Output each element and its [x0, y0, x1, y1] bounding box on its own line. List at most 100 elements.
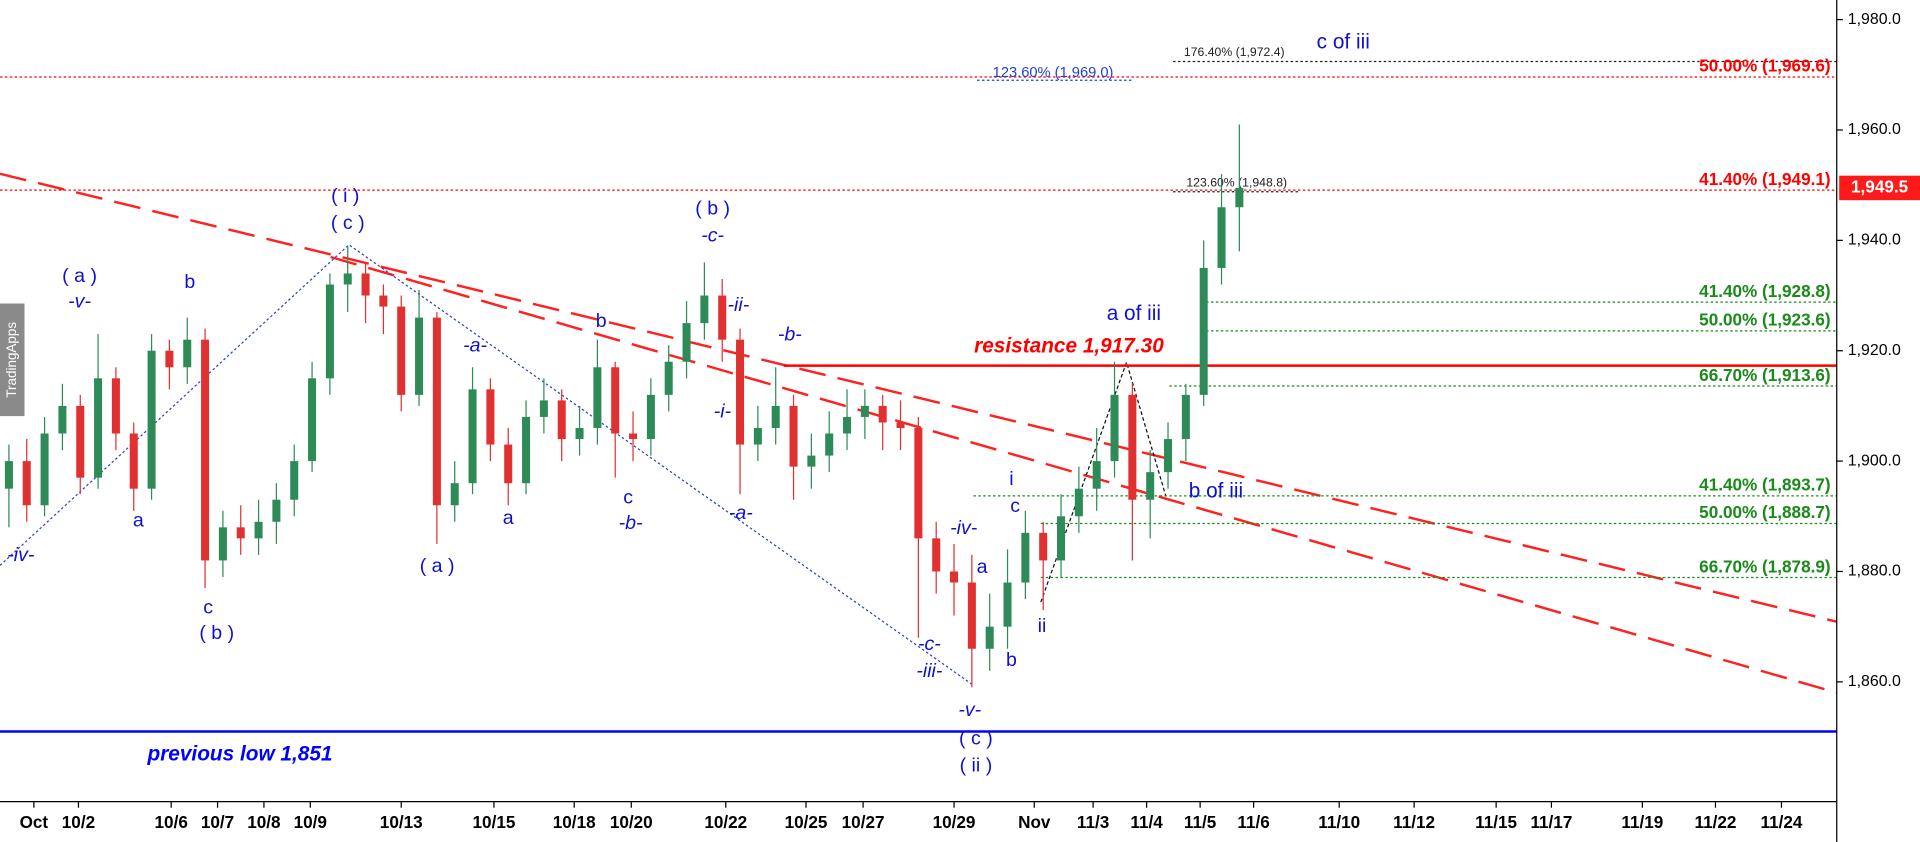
- candle-body: [736, 339, 745, 445]
- candle-body: [272, 499, 281, 522]
- candle-body: [718, 295, 727, 340]
- x-tick-label: 10/29: [933, 812, 976, 832]
- x-tick-label: 10/25: [785, 812, 828, 832]
- candle-body: [450, 483, 459, 506]
- candle-body: [950, 571, 959, 583]
- candle-body: [700, 295, 709, 324]
- wave-label: c: [203, 596, 213, 618]
- wave-line: [0, 243, 974, 686]
- y-tick-label: 1,940.0: [1848, 232, 1901, 249]
- level-label: 50.00% (1,969.6): [1699, 56, 1830, 76]
- candle-body: [753, 427, 762, 445]
- x-tick-label: 10/6: [155, 812, 188, 832]
- wave-label: -iv-: [7, 544, 35, 566]
- y-tick-label: 1,900.0: [1848, 452, 1901, 469]
- x-tick-label: 11/5: [1184, 812, 1217, 832]
- candle-body: [165, 350, 174, 368]
- wave-label: a: [503, 507, 514, 529]
- level-label: 123.60% (1,969.0): [993, 65, 1114, 81]
- candle-body: [1021, 532, 1030, 583]
- y-tick-label: 1,880.0: [1848, 563, 1901, 580]
- candle-body: [878, 405, 887, 423]
- candle-body: [522, 416, 531, 484]
- x-tick-label: 10/9: [294, 812, 327, 832]
- candle-body: [557, 400, 566, 440]
- candle-body: [486, 389, 495, 445]
- y-tick-label: 1,860.0: [1848, 673, 1901, 690]
- candle-body: [611, 367, 620, 434]
- candle-body: [1003, 582, 1012, 627]
- wave-label: ( b ): [199, 622, 234, 644]
- x-tick-label: 11/19: [1621, 812, 1663, 832]
- candle-body: [843, 416, 852, 434]
- drawing-layer: [0, 60, 1838, 733]
- x-tick-label: 10/27: [842, 812, 885, 832]
- candle-body: [1092, 461, 1101, 489]
- candle-body: [539, 400, 548, 417]
- wave-label: -iv-: [950, 517, 978, 539]
- wave-label: ( c ): [959, 727, 993, 749]
- wave-label: c of iii: [1317, 30, 1370, 53]
- last-price-tag: [1839, 175, 1920, 201]
- wave-label: ( a ): [420, 555, 455, 577]
- wave-label: ii: [1038, 615, 1047, 637]
- wave-label: ( i ): [331, 185, 359, 207]
- x-tick-label: 11/3: [1077, 812, 1109, 832]
- candle-body: [1039, 532, 1048, 561]
- level-label: 50.00% (1,923.6): [1699, 310, 1830, 330]
- candle-body: [468, 389, 477, 484]
- candle-body: [361, 273, 370, 296]
- candle-body: [985, 626, 994, 649]
- bottom-axis-bg: [0, 801, 1920, 842]
- wave-label: -iii-: [916, 660, 943, 682]
- wave-label: b of iii: [1189, 479, 1243, 502]
- candle-body: [825, 433, 834, 456]
- candle-body: [432, 317, 441, 506]
- x-tick-label: 10/8: [247, 812, 280, 832]
- x-tick-label: Oct: [20, 812, 49, 832]
- candle-body: [325, 284, 334, 379]
- candle-body: [967, 582, 976, 649]
- wave-label: a: [977, 556, 988, 578]
- y-tick-label: 1,960.0: [1848, 121, 1901, 138]
- candle-body: [860, 405, 869, 417]
- level-label: previous low 1,851: [146, 742, 332, 765]
- candle-body: [593, 367, 602, 428]
- x-tick-label: 11/17: [1530, 812, 1572, 832]
- candle-body: [1235, 187, 1244, 208]
- candle-body: [4, 461, 13, 489]
- wave-label: a: [133, 510, 144, 532]
- wave-label: b: [184, 271, 195, 293]
- candle-body: [932, 538, 941, 572]
- brand-tab[interactable]: [0, 303, 25, 417]
- brand-label: TradingApps: [4, 322, 19, 398]
- candle-body: [76, 405, 85, 478]
- candle-body: [183, 339, 192, 368]
- candle-body: [343, 273, 352, 285]
- right-axis-bg: [1836, 0, 1920, 842]
- wave-label: -b-: [619, 512, 643, 534]
- x-tick-label: 11/6: [1237, 812, 1269, 832]
- candle-body: [201, 339, 210, 561]
- wave-label: c: [1010, 495, 1020, 517]
- candle-body: [1217, 207, 1226, 268]
- candle-body: [129, 433, 138, 489]
- candle-body: [22, 461, 31, 506]
- candle-body: [1074, 488, 1083, 517]
- level-label: 66.70% (1,878.9): [1699, 556, 1830, 576]
- x-tick-label: 10/7: [201, 812, 234, 832]
- level-label: 123.60% (1,948.8): [1186, 175, 1287, 189]
- wave-label: -a-: [463, 335, 487, 357]
- candle-body: [94, 378, 103, 478]
- wave-label: -b-: [778, 324, 802, 346]
- wave-label: b: [1006, 649, 1017, 671]
- candle-body: [789, 405, 798, 467]
- wave-label: ( c ): [331, 212, 365, 234]
- candle-body: [1110, 394, 1119, 462]
- x-tick-label: 11/15: [1475, 812, 1517, 832]
- trend-line: [0, 172, 1838, 623]
- candle-body: [236, 527, 245, 539]
- candle-body: [682, 323, 691, 362]
